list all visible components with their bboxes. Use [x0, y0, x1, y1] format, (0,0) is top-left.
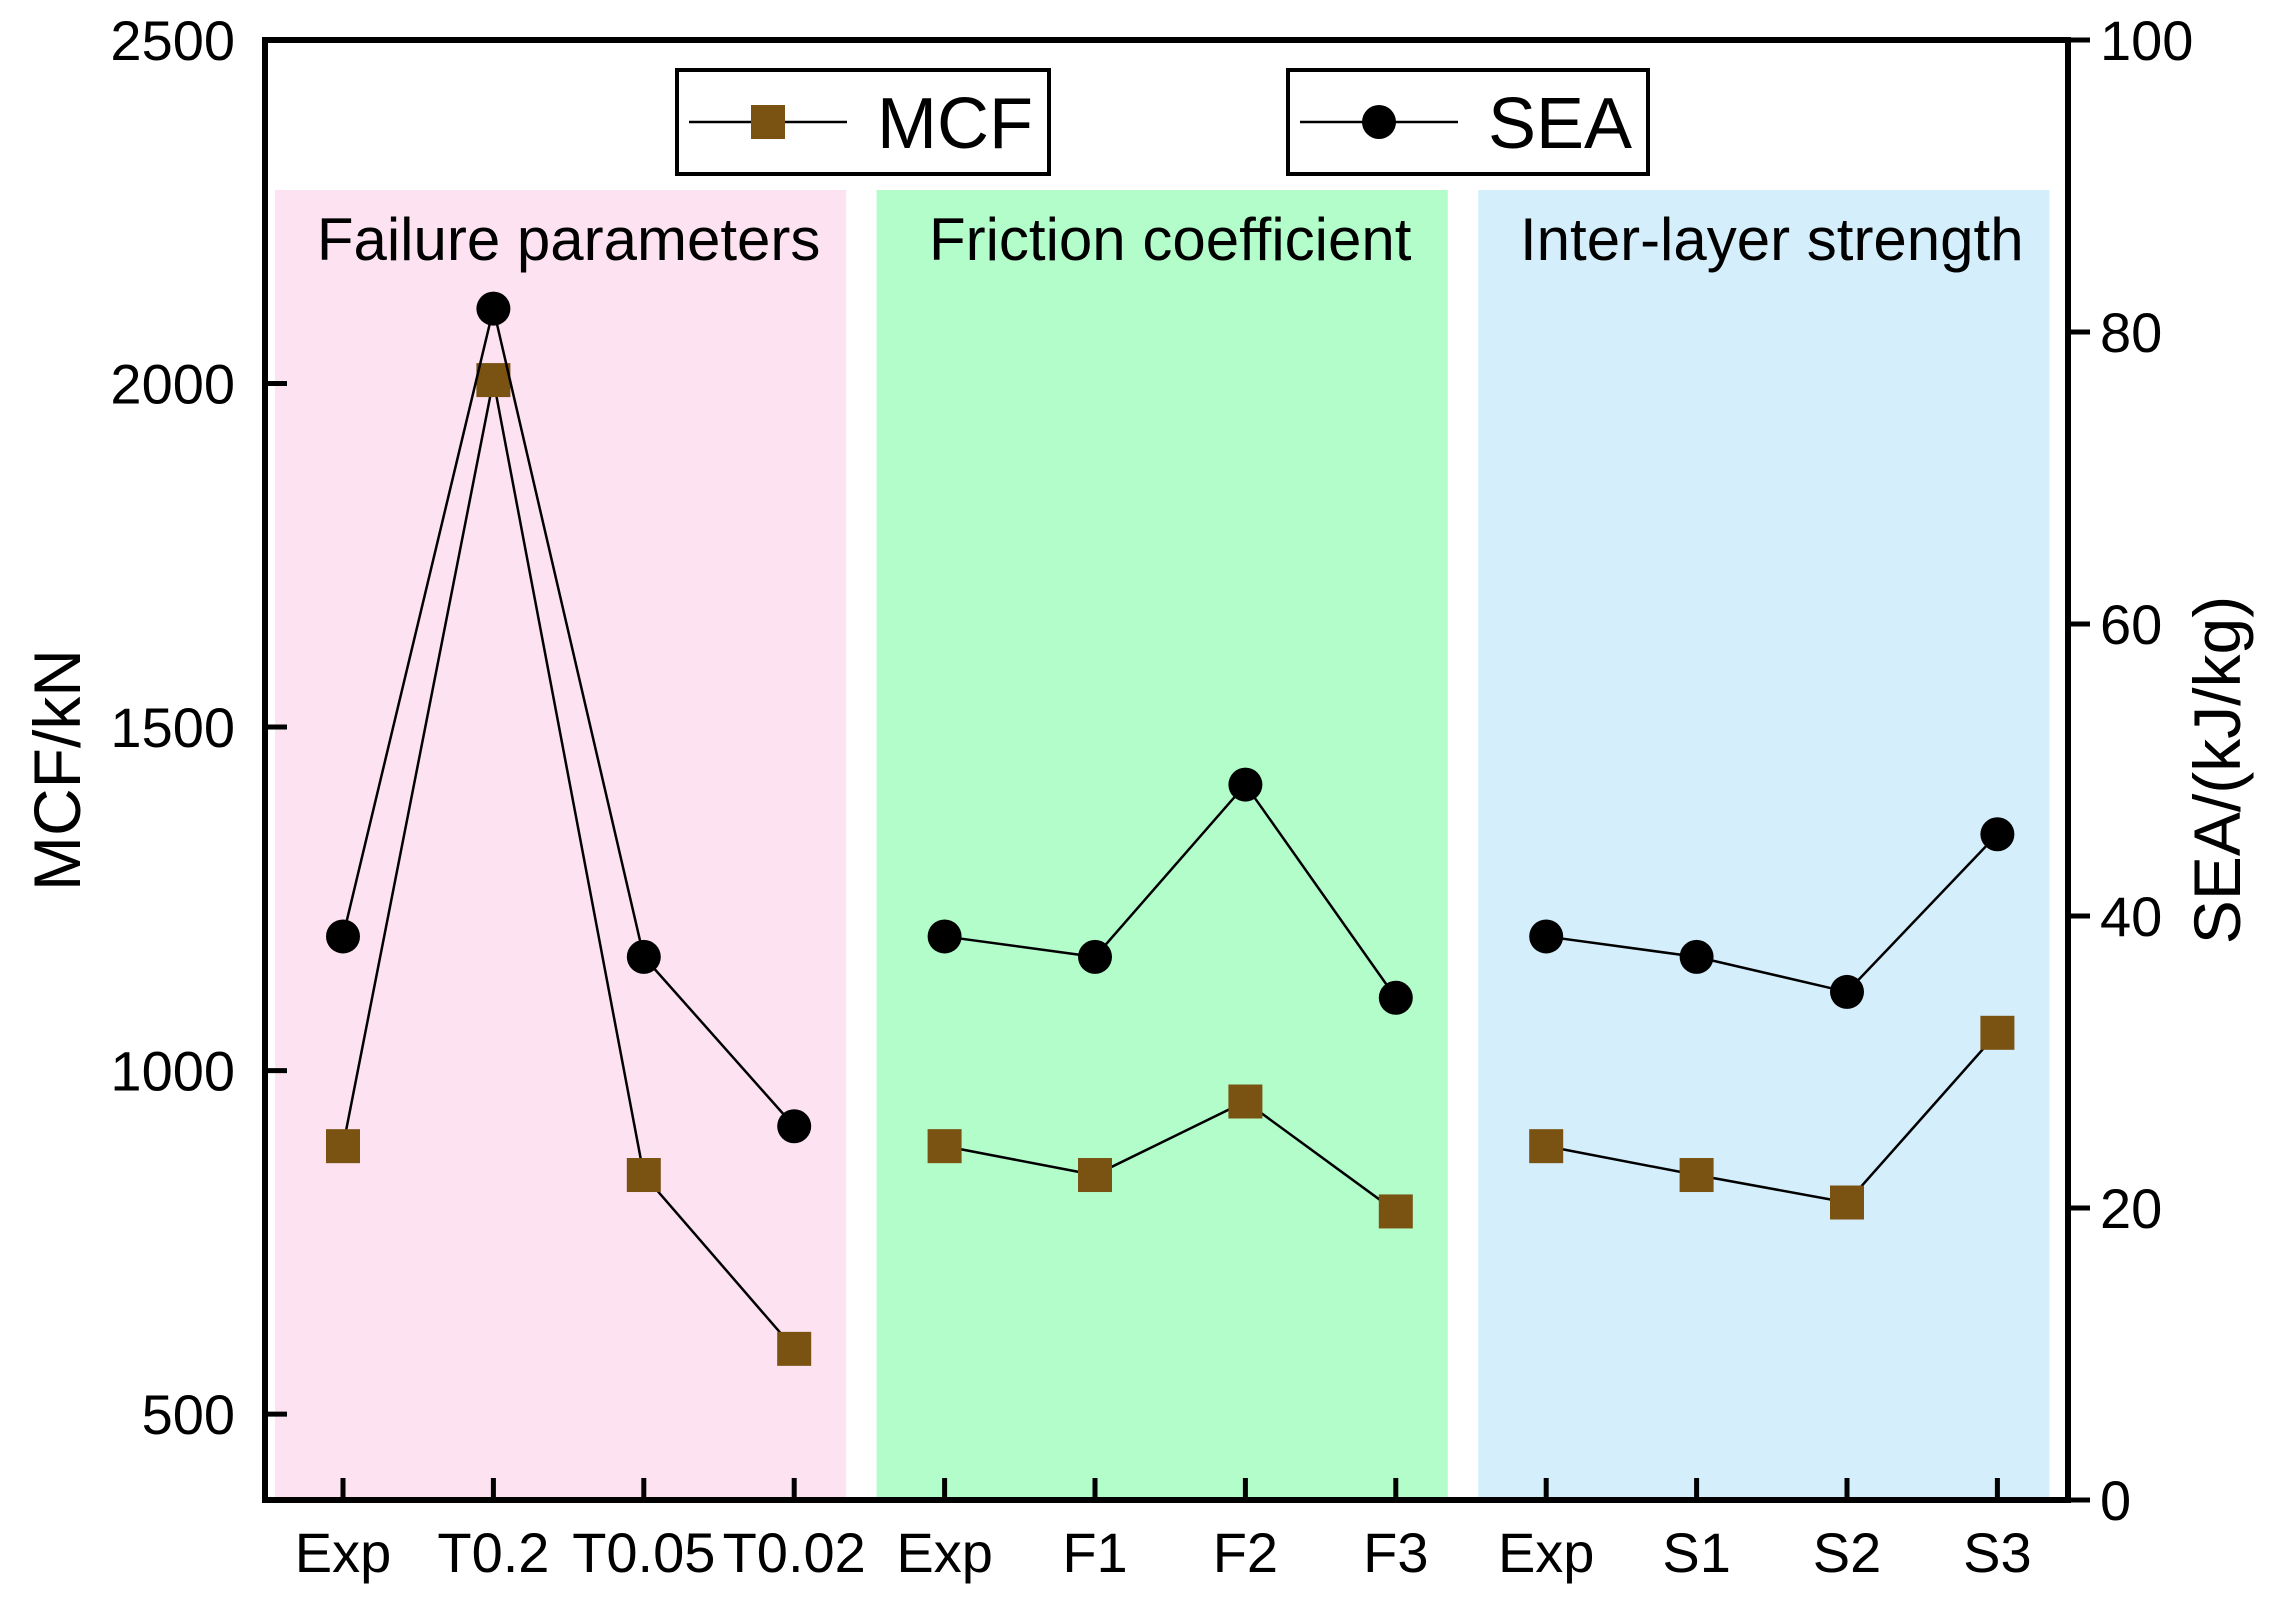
data-point-sea: [626, 939, 661, 974]
y2-axis-label: SEA/(kJ/kg): [2180, 596, 2254, 944]
band-1: [275, 190, 847, 1500]
series-line-sea: [1546, 833, 1999, 994]
band-2: [876, 190, 1448, 1500]
axis-ticks: 500 1000 1500 2000 2500 0 20 40 60 80 100 Exp T0.2 T0…: [110, 9, 2193, 1584]
y2-tick-label: 20: [2100, 1177, 2162, 1240]
plot-frame: [262, 37, 2071, 1503]
legend-marker: [1362, 105, 1396, 139]
y-tick-label: 1500: [110, 696, 235, 759]
data-point-mcf: [626, 1158, 661, 1193]
series-layer: [326, 291, 2015, 1366]
data-point-mcf: [777, 1331, 812, 1366]
band-3: [1478, 190, 2050, 1500]
data-point-sea: [1078, 939, 1112, 974]
y-tick-label: 1000: [110, 1040, 235, 1103]
data-point-mcf: [1980, 1015, 2015, 1050]
x-tick-label: F2: [1213, 1521, 1278, 1584]
data-point-sea: [1378, 980, 1413, 1015]
group-title: Friction coefficient: [929, 206, 1412, 273]
y2-tick-label: 80: [2100, 301, 2162, 364]
data-point-mcf: [1378, 1194, 1413, 1229]
data-point-mcf: [326, 1129, 360, 1164]
series-line-mcf: [1545, 1031, 1999, 1204]
y2-tick-label: 0: [2100, 1469, 2131, 1532]
data-point-mcf: [1679, 1158, 1714, 1193]
x-tick-label: F3: [1363, 1521, 1428, 1584]
group-bands: [275, 190, 2050, 1500]
data-point-sea: [1529, 919, 1564, 954]
x-tick-label: Exp: [896, 1521, 993, 1584]
y2-tick-label: 40: [2100, 885, 2162, 948]
x-tick-label: T0.02: [723, 1521, 866, 1584]
y-tick-label: 2500: [110, 9, 235, 72]
legend-marker: [751, 105, 785, 139]
group-titles: Failure parameters Friction coefficient In…: [317, 206, 2024, 273]
series-sea: [326, 291, 2015, 1144]
group-title: Failure parameters: [317, 206, 821, 273]
data-point-mcf: [1078, 1158, 1112, 1193]
data-point-sea: [1228, 767, 1263, 802]
x-tick-label: F1: [1062, 1521, 1127, 1584]
y2-tick-label: 100: [2100, 9, 2193, 72]
group-title: Inter-layer strength: [1520, 206, 2024, 273]
legend-label: SEA: [1488, 84, 1632, 164]
series-line-mcf: [341, 379, 796, 1350]
data-point-mcf: [927, 1129, 962, 1164]
data-point-sea: [476, 291, 511, 326]
x-tick-label: Exp: [295, 1521, 392, 1584]
series-line-sea: [944, 782, 1397, 999]
x-tick-label: Exp: [1498, 1521, 1595, 1584]
legend: MCF SEA: [675, 68, 1650, 176]
series-line-sea: [341, 308, 796, 1128]
y-tick-label: 500: [142, 1383, 235, 1446]
data-point-sea: [326, 919, 360, 954]
series-line-mcf: [944, 1100, 1397, 1213]
data-point-sea: [1830, 974, 1864, 1009]
legend-item-mcf: MCF: [675, 68, 1051, 176]
data-point-mcf: [1228, 1084, 1263, 1119]
data-point-mcf: [1529, 1129, 1564, 1164]
data-point-sea: [1679, 939, 1714, 974]
series-mcf: [326, 363, 2015, 1366]
x-tick-label: S1: [1662, 1521, 1731, 1584]
x-tick-label: T0.2: [437, 1521, 549, 1584]
data-point-sea: [777, 1109, 812, 1144]
x-tick-label: S3: [1963, 1521, 2032, 1584]
y2-tick-label: 60: [2100, 593, 2162, 656]
y-tick-label: 2000: [110, 353, 235, 416]
x-tick-label: S2: [1813, 1521, 1882, 1584]
legend-label: MCF: [877, 84, 1033, 164]
x-tick-label: T0.05: [572, 1521, 715, 1584]
y-axis-label: MCF/kN: [20, 649, 94, 891]
data-point-mcf: [1830, 1185, 1864, 1220]
data-point-mcf: [476, 363, 511, 398]
data-point-sea: [1980, 817, 2015, 852]
data-point-sea: [927, 919, 962, 954]
legend-item-sea: SEA: [1286, 68, 1650, 176]
